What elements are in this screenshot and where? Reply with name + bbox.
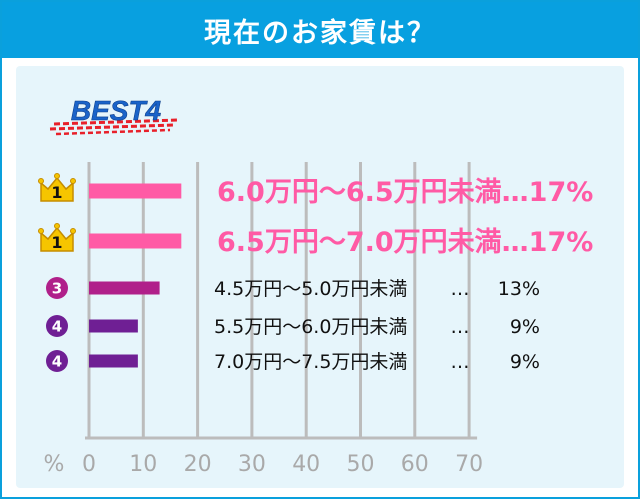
- data-label: 6.0万円～6.5万円未満…17%: [217, 177, 593, 208]
- x-tick-label: 10: [129, 452, 157, 477]
- crown-jewel: [70, 228, 76, 234]
- rank-number: 1: [51, 233, 62, 252]
- crown-jewel: [38, 178, 44, 184]
- x-axis-unit-label: %: [44, 452, 65, 477]
- crown-jewel: [70, 178, 76, 184]
- x-tick-label: 30: [238, 452, 266, 477]
- chart-panel: [16, 66, 624, 488]
- rank-circle-icon: [46, 315, 68, 337]
- category-label: 5.5万円～6.0万円未満: [214, 316, 407, 338]
- value-label: 13%: [498, 278, 540, 300]
- badge-text: BEST4: [71, 95, 162, 126]
- label-separator: …: [451, 278, 470, 300]
- crown-icon: [40, 176, 74, 202]
- best4-badge: BEST4: [49, 95, 179, 136]
- value-label: 9%: [510, 351, 540, 373]
- badge-underline-stripes: [49, 118, 179, 136]
- x-tick-label: 0: [82, 452, 96, 477]
- rank-number: 1: [51, 183, 62, 202]
- x-tick-label: 50: [347, 452, 375, 477]
- page-title: 現在のお家賃は？: [2, 2, 638, 58]
- label-separator: …: [451, 351, 470, 373]
- label-separator: …: [451, 316, 470, 338]
- category-label: 7.0万円～7.5万円未満: [214, 351, 407, 373]
- bar: [89, 281, 160, 295]
- rank-number: 3: [52, 280, 62, 298]
- rank-number: 4: [52, 318, 62, 336]
- data-label: 6.5万円～7.0万円未満…17%: [217, 227, 593, 258]
- x-tick-label: 60: [401, 452, 429, 477]
- category-label: 4.5万円～5.0万円未満: [214, 278, 407, 300]
- rank-number: 4: [52, 353, 62, 371]
- crown-icon: [40, 226, 74, 252]
- bar: [89, 183, 182, 199]
- rank-circle-icon: [46, 277, 68, 299]
- bar: [89, 233, 182, 249]
- x-tick-label: 40: [292, 452, 320, 477]
- crown-jewel: [54, 173, 60, 179]
- x-tick-label: 20: [184, 452, 212, 477]
- x-tick-label: 70: [455, 452, 483, 477]
- crown-jewel: [54, 223, 60, 229]
- value-label: 9%: [510, 316, 540, 338]
- bar: [89, 354, 138, 368]
- crown-jewel: [38, 228, 44, 234]
- bar: [89, 319, 138, 333]
- rank-circle-icon: [46, 350, 68, 372]
